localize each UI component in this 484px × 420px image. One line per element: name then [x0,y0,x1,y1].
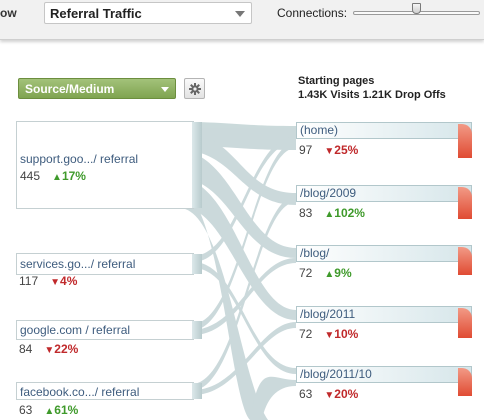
page-delta: ▲102% [324,206,365,220]
node-connector [192,254,202,274]
page-delta-value: 25% [334,143,359,157]
arrow-up-icon: ▲ [52,172,62,183]
page-delta-value: 10% [334,327,359,341]
arrow-down-icon: ▼ [324,330,335,341]
page-name: (home) [296,122,472,139]
source-stats: 117 ▼4% [19,274,77,288]
source-delta: ▲17% [52,169,86,183]
source-delta-value: 17% [61,169,86,183]
settings-button[interactable] [184,78,205,99]
flow-band [180,150,296,258]
source-node-google[interactable]: google.com / referral [16,320,202,340]
view-label: ow [0,6,17,20]
source-delta-value: 22% [54,342,79,356]
source-count: 84 [19,342,33,356]
page-delta-value: 20% [334,387,359,401]
page-stats: 97 ▼25% [296,139,472,157]
dropoff-indicator[interactable] [458,308,472,338]
source-count: 117 [19,274,39,288]
source-stats: 445 ▲17% [20,169,86,183]
source-name: support.goo.../ referral [20,152,139,166]
node-connector [192,383,202,399]
starting-pages-stats: 1.43K Visits 1.21K Drop Offs [298,89,446,101]
page-node-home[interactable]: (home) 97 ▼25% [296,122,472,157]
connections-slider-thumb[interactable] [412,3,421,14]
page-delta-value: 9% [334,266,352,280]
source-name: services.go.../ referral [20,257,136,271]
chevron-down-icon [161,87,169,92]
page-delta: ▼20% [324,387,358,401]
flow-band [193,136,296,262]
page-delta: ▼25% [324,143,358,157]
page-stats: 83 ▲102% [296,202,472,220]
top-toolbar: ow Referral Traffic Connections: [0,0,484,40]
source-delta: ▲61% [44,403,78,417]
source-name: facebook.co.../ referral [20,385,140,399]
page-name: /blog/2011/10 [296,366,472,383]
page-count: 72 [299,266,313,280]
source-medium-dropdown[interactable]: Source/Medium [18,78,176,99]
page-node-blog[interactable]: /blog/ 72 ▲9% [296,245,472,280]
dropoff-indicator[interactable] [458,187,472,219]
source-delta: ▼22% [44,342,78,356]
page-count: 83 [299,206,313,220]
page-stats: 72 ▼10% [296,323,472,341]
source-count: 445 [20,169,41,183]
arrow-up-icon: ▲ [44,406,55,417]
gear-icon [188,82,201,95]
page-name: /blog/2009 [296,185,472,202]
arrow-down-icon: ▼ [324,146,335,157]
source-stats: 84 ▼22% [19,342,78,356]
source-delta-value: 61% [54,403,79,417]
source-stats: 63 ▲61% [19,403,78,417]
arrow-up-icon: ▲ [324,269,335,280]
source-name: google.com / referral [20,323,131,337]
page-name: /blog/2011 [296,306,472,323]
arrow-down-icon: ▼ [324,390,335,401]
flow-band [193,262,296,374]
page-count: 63 [299,387,313,401]
page-delta-value: 102% [334,206,365,220]
page-count: 72 [299,327,313,341]
arrow-down-icon: ▼ [50,277,61,288]
page-stats: 72 ▲9% [296,262,472,280]
page-delta: ▼10% [324,327,358,341]
page-node-blog-2009[interactable]: /blog/2009 83 ▲102% [296,185,472,220]
dropoff-indicator[interactable] [458,124,472,158]
flow-band [180,178,296,320]
source-delta-value: 4% [60,274,78,288]
arrow-down-icon: ▼ [44,345,55,356]
page-stats: 63 ▼20% [296,383,472,401]
source-count: 63 [19,403,33,417]
page-name: /blog/ [296,245,472,262]
node-connector [192,321,202,339]
source-delta: ▼4% [50,274,77,288]
dimension-dropdown-value: Referral Traffic [50,6,142,21]
connections-label: Connections: [277,6,348,20]
dimension-dropdown[interactable]: Referral Traffic [44,2,252,24]
flow-band [250,376,296,420]
source-medium-label: Source/Medium [25,82,115,96]
page-delta: ▲9% [324,266,351,280]
source-node-support[interactable]: support.goo.../ referral 445 ▲17% [16,121,202,209]
starting-pages-title: Starting pages [298,75,375,87]
source-node-facebook[interactable]: facebook.co.../ referral [16,382,202,400]
page-count: 97 [299,143,313,157]
page-node-blog-2011-10[interactable]: /blog/2011/10 63 ▼20% [296,366,472,401]
node-connector [192,122,202,208]
flow-band [193,322,296,395]
chevron-down-icon [235,11,245,17]
arrow-up-icon: ▲ [324,209,335,220]
page-node-blog-2011[interactable]: /blog/2011 72 ▼10% [296,306,472,341]
dropoff-indicator[interactable] [458,368,472,396]
dropoff-indicator[interactable] [458,247,472,275]
source-node-services[interactable]: services.go.../ referral [16,253,202,275]
flow-band [180,130,296,205]
